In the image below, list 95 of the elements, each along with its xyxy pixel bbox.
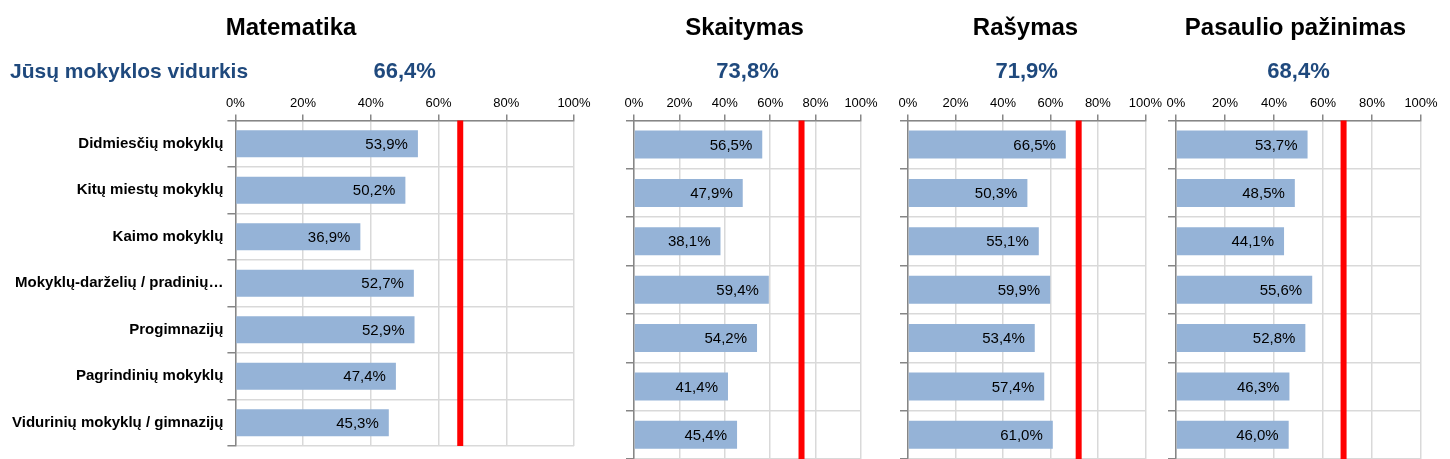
bar — [908, 420, 1053, 449]
bar — [1176, 275, 1313, 304]
data-label: 46,0% — [1236, 425, 1279, 443]
x-tick-label: 100% — [1128, 95, 1163, 111]
y-tick-label: Kitų miestų mokyklų — [76, 180, 224, 198]
x-tick-label: 40% — [357, 95, 385, 111]
bar — [634, 324, 758, 353]
data-label: 41,4% — [675, 377, 718, 395]
bar — [236, 316, 415, 344]
bar — [1176, 324, 1306, 353]
bar — [634, 420, 738, 449]
x-tick-label: 40% — [1260, 95, 1288, 111]
x-tick-label: 0% — [1166, 95, 1186, 111]
y-tick-label: Didmiesčių mokyklų — [78, 133, 224, 151]
x-tick-label: 0% — [624, 95, 644, 111]
chart-title: Rašymas — [972, 13, 1079, 41]
y-tick-label: Mokyklų-darželių / pradinių… — [15, 273, 224, 291]
x-tick-label: 20% — [942, 95, 969, 111]
data-label: 52,9% — [361, 320, 405, 338]
bar — [908, 275, 1051, 304]
data-label: 55,1% — [986, 232, 1029, 250]
data-label: 59,9% — [997, 280, 1041, 298]
bar — [236, 362, 396, 390]
bar — [908, 227, 1039, 256]
bar — [908, 324, 1035, 353]
data-label: 59,4% — [716, 280, 759, 298]
x-tick-label: 40% — [711, 95, 739, 111]
ref-line-label: 68,4% — [1267, 58, 1330, 84]
x-tick-label: 0% — [898, 95, 918, 111]
data-label: 38,1% — [667, 232, 711, 250]
bar — [1176, 178, 1295, 207]
data-label: 53,9% — [365, 134, 408, 152]
x-tick-label: 60% — [757, 95, 784, 111]
x-tick-label: 80% — [1358, 95, 1386, 111]
bar — [236, 223, 361, 251]
ref-line-label: 71,9% — [995, 58, 1058, 84]
data-label: 45,4% — [684, 425, 728, 443]
data-label: 47,4% — [343, 367, 386, 385]
data-label: 54,2% — [704, 329, 748, 347]
bar — [236, 269, 414, 297]
chart-title: Matematika — [225, 13, 358, 41]
bar — [634, 372, 728, 401]
ref-line-label: 73,8% — [716, 58, 779, 84]
data-label: 50,3% — [974, 184, 1018, 202]
bar — [1176, 420, 1289, 449]
x-tick-label: 80% — [493, 95, 520, 111]
bar — [1176, 130, 1308, 159]
data-label: 66,5% — [1013, 135, 1056, 153]
x-tick-label: 60% — [425, 95, 453, 111]
x-tick-label: 100% — [557, 95, 592, 111]
x-tick-label: 40% — [989, 95, 1017, 111]
bar — [634, 275, 769, 304]
bar — [236, 409, 389, 437]
data-label: 52,7% — [361, 274, 404, 292]
bar — [634, 178, 743, 207]
data-label: 46,3% — [1236, 377, 1280, 395]
data-label: 45,3% — [336, 413, 379, 431]
bar — [908, 178, 1028, 207]
x-tick-label: 20% — [666, 95, 693, 111]
data-label: 53,4% — [982, 329, 1025, 347]
data-label: 61,0% — [1000, 425, 1043, 443]
ref-line-label: 66,4% — [373, 58, 436, 84]
x-tick-label: 80% — [1084, 95, 1112, 111]
y-tick-label: Vidurinių mokyklų / gimnazijų — [12, 412, 224, 430]
data-label: 57,4% — [991, 377, 1035, 395]
bar — [634, 130, 763, 159]
data-label: 36,9% — [307, 227, 351, 245]
text: Jūsų mokyklos vidurkis — [10, 58, 249, 82]
x-tick-label: 80% — [802, 95, 830, 111]
x-tick-label: 20% — [1211, 95, 1239, 111]
data-label: 53,7% — [1255, 135, 1298, 153]
data-label: 44,1% — [1231, 232, 1275, 250]
x-tick-label: 60% — [1309, 95, 1337, 111]
y-tick-label: Progimnazijų — [129, 319, 224, 337]
x-tick-label: 100% — [1404, 95, 1439, 111]
data-label: 47,9% — [690, 184, 733, 202]
y-tick-label: Kaimo mokyklų — [112, 226, 224, 244]
bar — [236, 176, 406, 204]
x-tick-label: 20% — [290, 95, 317, 111]
chart-title: Skaitymas — [685, 13, 804, 41]
chart-title: Pasaulio pažinimas — [1184, 13, 1407, 41]
x-tick-label: 100% — [844, 95, 879, 111]
data-label: 52,8% — [1252, 329, 1296, 347]
bar — [1176, 372, 1290, 401]
bar — [236, 130, 418, 158]
x-tick-label: 60% — [1037, 95, 1064, 111]
data-label: 48,5% — [1242, 184, 1285, 202]
bar — [908, 130, 1066, 159]
bar — [908, 372, 1045, 401]
data-label: 56,5% — [709, 135, 753, 153]
x-tick-label: 0% — [226, 95, 246, 111]
bar — [1176, 227, 1285, 256]
data-label: 50,2% — [352, 181, 396, 199]
y-tick-label: Pagrindinių mokyklų — [75, 366, 224, 384]
data-label: 55,6% — [1259, 280, 1303, 298]
